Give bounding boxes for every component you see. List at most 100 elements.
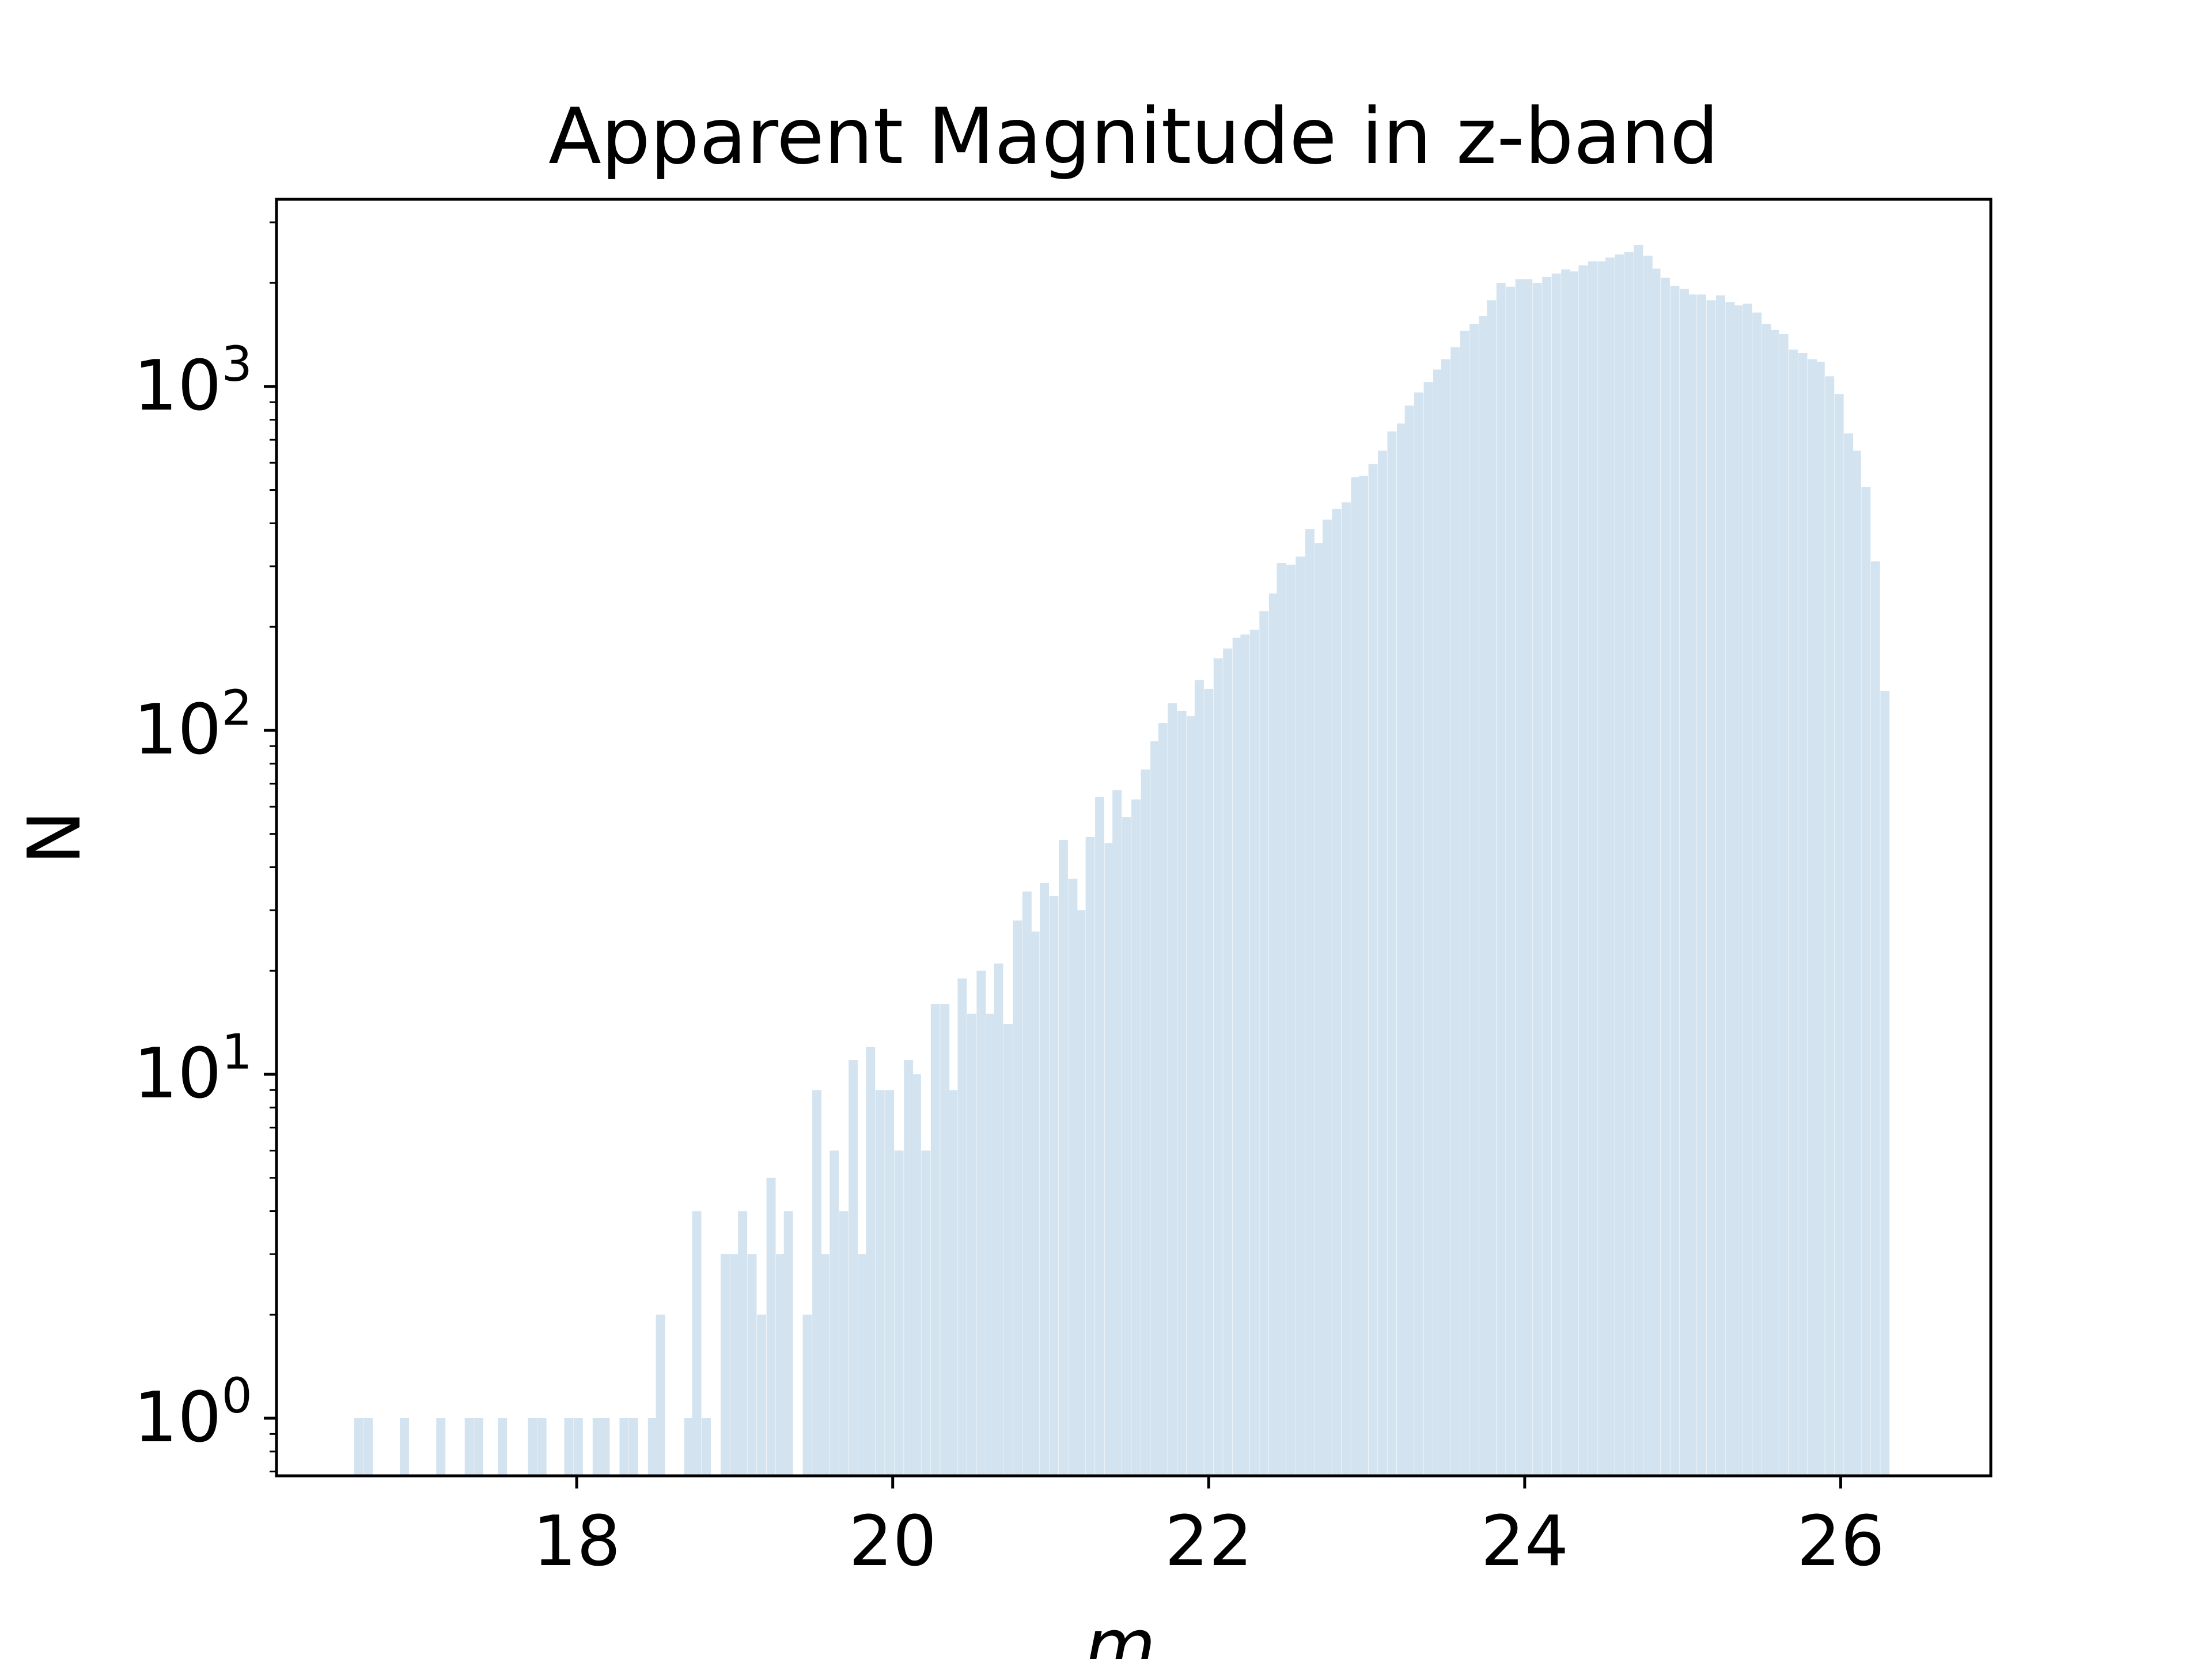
histogram-bar [1578, 265, 1588, 1476]
histogram-bar [721, 1254, 730, 1476]
chart-title: Apparent Magnitude in z-band [548, 92, 1719, 181]
histogram-bar [1687, 294, 1697, 1476]
histogram-bar [1240, 634, 1250, 1476]
histogram-bars [354, 245, 1890, 1476]
histogram-bar [1059, 840, 1068, 1476]
histogram-bar [1049, 896, 1059, 1476]
histogram-bar [1789, 349, 1798, 1476]
histogram-bar [911, 1074, 921, 1476]
histogram-bar [1661, 278, 1670, 1476]
histogram-bar [858, 1254, 868, 1476]
histogram-bar [940, 1004, 950, 1476]
histogram-bar [986, 1013, 995, 1476]
histogram-bar [1213, 658, 1223, 1476]
x-tick-label: 18 [533, 1502, 621, 1582]
histogram-bar [692, 1211, 702, 1476]
histogram-bar [866, 1047, 876, 1476]
histogram-bar [738, 1211, 748, 1476]
histogram-bar [1131, 799, 1141, 1476]
histogram-bar [1597, 261, 1607, 1476]
histogram-bar [766, 1177, 776, 1476]
histogram-bar [1168, 703, 1177, 1476]
histogram-bar [1725, 302, 1735, 1476]
histogram-bar [1259, 611, 1269, 1476]
histogram-bar [628, 1418, 638, 1476]
histogram-bar [1187, 716, 1196, 1476]
histogram-bar [1085, 836, 1095, 1476]
y-tick-label: 102 [134, 680, 252, 770]
y-tick-label: 100 [134, 1368, 252, 1458]
y-axis-ticks: 100 101 102 103 [134, 221, 276, 1472]
histogram-bar [1387, 431, 1397, 1476]
x-tick-label: 26 [1797, 1502, 1885, 1582]
histogram-bar [600, 1418, 610, 1476]
histogram-bar [1150, 741, 1160, 1476]
histogram-bar [354, 1418, 363, 1476]
histogram-bar [564, 1418, 574, 1476]
histogram-bar [1679, 289, 1689, 1476]
histogram-bar [1022, 891, 1032, 1476]
histogram-bar [528, 1418, 537, 1476]
histogram-bar [1605, 257, 1615, 1476]
histogram-bar [1651, 268, 1661, 1476]
histogram-bar [1762, 324, 1771, 1476]
histogram-bar [1030, 931, 1040, 1476]
x-axis-ticks: 18 20 22 24 26 [533, 1476, 1885, 1582]
histogram-bar [1158, 723, 1168, 1476]
histogram-bar [1068, 878, 1078, 1476]
histogram-bar [757, 1315, 766, 1476]
histogram-bar [400, 1418, 410, 1476]
histogram-bar [1861, 487, 1871, 1476]
histogram-bar [1378, 450, 1387, 1476]
histogram-bar [1232, 638, 1242, 1476]
histogram-bar [921, 1150, 931, 1476]
histogram-bar [730, 1254, 740, 1476]
histogram-bar [1368, 464, 1378, 1476]
histogram-bar [498, 1418, 507, 1476]
histogram-bar [1433, 369, 1442, 1476]
histogram-bar [1825, 376, 1835, 1476]
histogram-bar [1643, 255, 1653, 1476]
histogram-bar [1359, 475, 1368, 1476]
y-tick-label: 101 [134, 1024, 252, 1114]
histogram-bar [930, 1004, 940, 1476]
histogram-bar [1013, 921, 1022, 1476]
histogram-bar [1523, 279, 1533, 1476]
histogram-bar [1844, 433, 1854, 1476]
histogram-bar [702, 1418, 711, 1476]
histogram-bar [537, 1418, 547, 1476]
histogram-bar [1532, 283, 1542, 1476]
histogram-bar [904, 1060, 914, 1476]
histogram-bar [1404, 406, 1414, 1476]
histogram-bar [1733, 305, 1743, 1476]
plot-frame [275, 198, 1993, 1478]
x-tick-label: 20 [849, 1502, 937, 1582]
histogram-bar [1880, 691, 1890, 1476]
histogram-bar [1815, 361, 1825, 1476]
histogram-bar [1286, 565, 1296, 1476]
histogram-bar [647, 1418, 657, 1476]
histogram-bar [875, 1090, 885, 1476]
histogram-bar [1670, 286, 1680, 1476]
y-axis-label: N [12, 810, 97, 865]
histogram-bar [1808, 359, 1817, 1476]
histogram-bar [894, 1150, 904, 1476]
histogram-bar [1743, 304, 1752, 1476]
histogram-bar [776, 1254, 785, 1476]
histogram-bar [1851, 450, 1861, 1476]
histogram-bar [1249, 630, 1259, 1476]
histogram-bar [802, 1315, 812, 1476]
histogram-bar [1095, 797, 1104, 1476]
x-axis-label: mz [1085, 1603, 1184, 1659]
histogram-bar [1076, 910, 1086, 1476]
histogram-bar [820, 1254, 830, 1476]
histogram-bar [1779, 334, 1789, 1476]
histogram-bar [1506, 286, 1516, 1476]
histogram-bar [967, 1013, 976, 1476]
histogram-bar [1752, 312, 1762, 1476]
histogram-bar [1460, 331, 1469, 1476]
histogram-bar [1588, 261, 1597, 1476]
histogram-bar [1194, 680, 1204, 1476]
histogram-bar [592, 1418, 602, 1476]
